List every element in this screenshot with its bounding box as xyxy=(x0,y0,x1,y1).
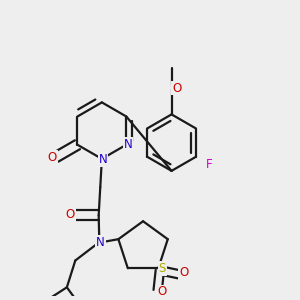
Text: F: F xyxy=(206,158,213,171)
Text: O: O xyxy=(179,266,188,279)
Text: O: O xyxy=(172,82,181,94)
Text: S: S xyxy=(158,262,166,275)
Text: O: O xyxy=(47,151,57,164)
Text: O: O xyxy=(157,286,167,298)
Text: O: O xyxy=(65,208,75,221)
Text: N: N xyxy=(124,138,132,151)
Text: N: N xyxy=(98,153,107,166)
Text: N: N xyxy=(96,236,105,249)
